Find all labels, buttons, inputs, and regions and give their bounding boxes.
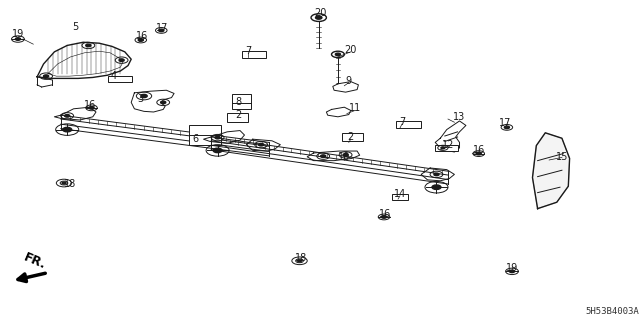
Text: 18: 18 <box>294 252 307 263</box>
Text: 15: 15 <box>556 152 568 163</box>
Text: 2: 2 <box>348 132 354 142</box>
Circle shape <box>138 39 143 41</box>
Text: 8: 8 <box>236 97 242 108</box>
Text: 10: 10 <box>337 152 350 162</box>
Circle shape <box>15 38 20 40</box>
Circle shape <box>509 270 515 273</box>
Circle shape <box>476 152 481 155</box>
Circle shape <box>441 147 445 149</box>
Circle shape <box>89 107 94 109</box>
Text: 16: 16 <box>136 31 148 41</box>
Text: 16: 16 <box>83 100 96 110</box>
FancyBboxPatch shape <box>227 113 248 122</box>
Circle shape <box>259 143 264 146</box>
FancyBboxPatch shape <box>232 94 251 109</box>
Text: 9: 9 <box>346 76 352 86</box>
FancyBboxPatch shape <box>435 145 458 151</box>
Circle shape <box>86 44 91 47</box>
FancyBboxPatch shape <box>189 125 221 145</box>
Circle shape <box>316 16 322 19</box>
FancyBboxPatch shape <box>242 51 266 58</box>
Text: 19: 19 <box>506 263 518 273</box>
Text: 20: 20 <box>314 8 326 19</box>
Circle shape <box>161 101 166 104</box>
Circle shape <box>44 75 49 77</box>
FancyBboxPatch shape <box>342 133 363 141</box>
Text: 4: 4 <box>111 71 117 81</box>
Text: 17: 17 <box>499 118 512 128</box>
Text: FR.: FR. <box>22 251 49 272</box>
Text: 14: 14 <box>394 188 406 199</box>
Polygon shape <box>532 133 570 209</box>
Circle shape <box>119 59 124 61</box>
Circle shape <box>381 216 387 218</box>
Text: 16: 16 <box>379 209 392 220</box>
Text: 11: 11 <box>349 103 362 113</box>
Circle shape <box>62 182 66 184</box>
Text: 17: 17 <box>156 23 168 33</box>
Text: 7: 7 <box>399 117 405 127</box>
Circle shape <box>65 115 70 117</box>
Circle shape <box>141 94 147 98</box>
Text: 5: 5 <box>72 22 79 32</box>
Text: 6: 6 <box>192 134 198 144</box>
Text: 5H53B4003A: 5H53B4003A <box>585 307 639 316</box>
Circle shape <box>298 260 301 262</box>
Text: 12: 12 <box>442 140 454 150</box>
FancyBboxPatch shape <box>108 76 132 82</box>
Circle shape <box>504 126 509 129</box>
Circle shape <box>335 53 340 56</box>
Text: 20: 20 <box>344 44 357 55</box>
Text: 3: 3 <box>138 94 144 104</box>
Circle shape <box>213 148 222 153</box>
Text: 13: 13 <box>453 112 466 122</box>
Circle shape <box>63 127 72 132</box>
Circle shape <box>434 173 439 176</box>
Text: 19: 19 <box>12 28 24 39</box>
FancyBboxPatch shape <box>392 194 408 200</box>
Text: 18: 18 <box>64 179 77 189</box>
Circle shape <box>159 29 164 32</box>
Circle shape <box>343 154 348 156</box>
FancyBboxPatch shape <box>396 121 421 128</box>
Circle shape <box>215 136 220 139</box>
Text: 16: 16 <box>472 145 485 155</box>
Circle shape <box>321 155 326 157</box>
Text: 7: 7 <box>245 46 252 56</box>
Text: 2: 2 <box>236 110 242 120</box>
Circle shape <box>432 185 441 189</box>
